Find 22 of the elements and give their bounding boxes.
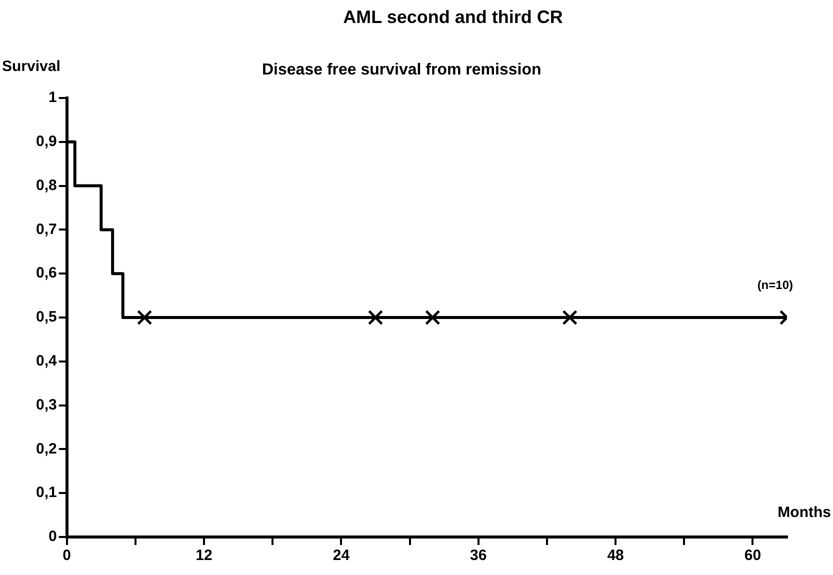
y-tick-label: 0,6: [36, 264, 57, 282]
chart-subtitle: Disease free survival from remission: [262, 61, 542, 78]
x-tick-label: 12: [196, 547, 212, 564]
x-axis-title: Months: [778, 504, 831, 522]
y-tick-label: 0,5: [36, 308, 57, 326]
x-tick-label: 60: [744, 547, 762, 564]
y-tick-label: 0: [48, 528, 57, 546]
x-tick-label: 48: [607, 547, 624, 564]
x-tick-label: 24: [332, 547, 350, 564]
y-tick-label: 0,2: [36, 440, 57, 458]
y-tick-label: 0,7: [36, 220, 57, 238]
y-tick-label: 0,4: [36, 352, 58, 370]
annotation: (n=10): [757, 278, 793, 292]
y-tick-label: 1: [48, 89, 57, 106]
y-tick-label: 0,3: [36, 396, 57, 414]
y-tick-label: 0,9: [36, 133, 57, 150]
y-axis-title: Survival: [2, 58, 60, 76]
y-tick-label: 0,1: [36, 484, 57, 502]
x-tick-label: 36: [470, 547, 487, 564]
y-tick-label: 0,8: [36, 176, 57, 194]
chart-title: AML second and third CR: [343, 6, 563, 27]
x-tick-label: 0: [62, 547, 72, 564]
